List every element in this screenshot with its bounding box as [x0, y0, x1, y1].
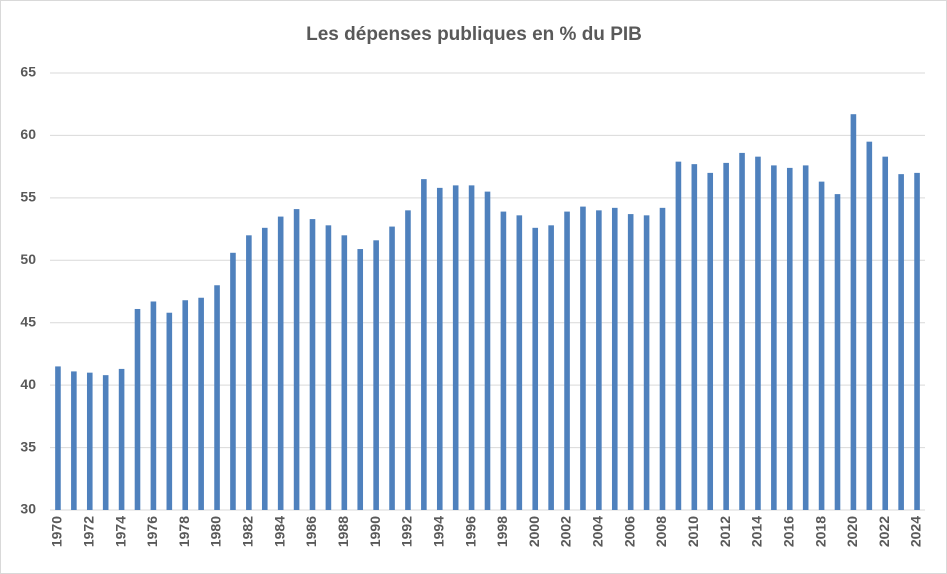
x-tick-label: 2016	[780, 516, 796, 547]
x-tick-label: 1986	[303, 516, 319, 547]
x-tick-label: 1990	[367, 516, 383, 547]
x-tick-label: 2008	[653, 516, 669, 547]
bar	[580, 206, 586, 510]
y-tick-label: 35	[20, 438, 36, 454]
bar	[373, 240, 379, 510]
bar	[548, 225, 554, 510]
x-tick-label: 1978	[176, 516, 192, 547]
bar	[739, 152, 745, 510]
x-tick-label: 1998	[494, 516, 510, 547]
bar	[484, 191, 491, 510]
chart-title: Les dépenses publiques en % du PIB	[306, 24, 642, 45]
bar	[198, 297, 204, 510]
x-tick-label: 2010	[685, 516, 701, 547]
bar	[405, 210, 411, 511]
bar	[627, 214, 634, 511]
y-tick-label: 55	[20, 189, 36, 205]
x-tick-label: 1984	[271, 516, 287, 547]
bar	[182, 300, 189, 510]
x-tick-label: 2012	[717, 516, 733, 547]
x-tick-label: 1970	[49, 516, 65, 547]
x-tick-label: 2024	[908, 516, 924, 547]
bar	[898, 174, 904, 511]
y-tick-label: 40	[20, 376, 36, 392]
x-tick-label: 2002	[558, 516, 574, 547]
bar	[341, 235, 348, 511]
bar	[86, 372, 93, 510]
x-tick-label: 1994	[430, 516, 446, 547]
y-tick-label: 50	[20, 251, 36, 267]
bar	[389, 226, 395, 510]
x-tick-label: 1982	[240, 516, 256, 547]
bar	[914, 172, 920, 510]
bar	[723, 162, 729, 510]
bar	[500, 211, 507, 510]
bar	[150, 301, 157, 510]
bar	[436, 187, 443, 510]
bar	[771, 165, 777, 510]
y-tick-label: 65	[20, 64, 36, 80]
bar	[691, 164, 698, 510]
bar	[277, 216, 284, 511]
x-tick-label: 1996	[462, 516, 478, 547]
bar	[596, 210, 602, 511]
x-tick-label: 1980	[208, 516, 224, 547]
bar	[850, 114, 857, 511]
bar	[866, 141, 873, 510]
bar	[71, 371, 77, 510]
bar	[468, 185, 475, 510]
bar	[802, 165, 809, 510]
x-tick-label: 2004	[590, 516, 606, 547]
x-tick-label: 2022	[876, 516, 892, 547]
bar	[214, 285, 220, 510]
bar	[516, 215, 523, 510]
x-tick-label: 2014	[749, 516, 765, 547]
x-tick-label: 2018	[812, 516, 828, 547]
bar	[643, 215, 650, 510]
bar	[55, 366, 61, 510]
bar	[659, 207, 666, 511]
bar	[166, 312, 173, 510]
x-tick-label: 1988	[335, 516, 351, 547]
bar	[246, 235, 252, 511]
bar	[611, 207, 618, 511]
bar	[421, 179, 427, 510]
bar	[675, 161, 682, 511]
x-tick-label: 1992	[399, 516, 415, 547]
bar	[293, 209, 300, 510]
bar	[357, 249, 364, 510]
bar	[882, 156, 889, 510]
bar	[261, 227, 268, 510]
bar	[325, 225, 332, 510]
x-tick-label: 2006	[621, 516, 637, 547]
bar	[102, 375, 109, 510]
bar	[755, 156, 761, 510]
bar	[786, 167, 793, 511]
x-tick-label: 1972	[80, 516, 96, 547]
y-tick-label: 45	[20, 313, 36, 329]
y-tick-label: 30	[20, 501, 36, 517]
bar	[818, 181, 825, 510]
y-tick-label: 60	[20, 126, 36, 142]
bar	[230, 252, 236, 510]
bar	[564, 211, 570, 510]
x-tick-label: 2020	[844, 516, 860, 547]
bar	[532, 227, 539, 510]
x-tick-label: 1976	[144, 516, 160, 547]
bar	[834, 194, 841, 510]
bar	[452, 185, 459, 510]
x-tick-label: 2000	[526, 516, 542, 547]
x-tick-label: 1974	[112, 516, 128, 547]
bar	[118, 368, 125, 510]
bar	[309, 219, 316, 510]
bar	[134, 308, 141, 510]
bar	[707, 172, 714, 510]
